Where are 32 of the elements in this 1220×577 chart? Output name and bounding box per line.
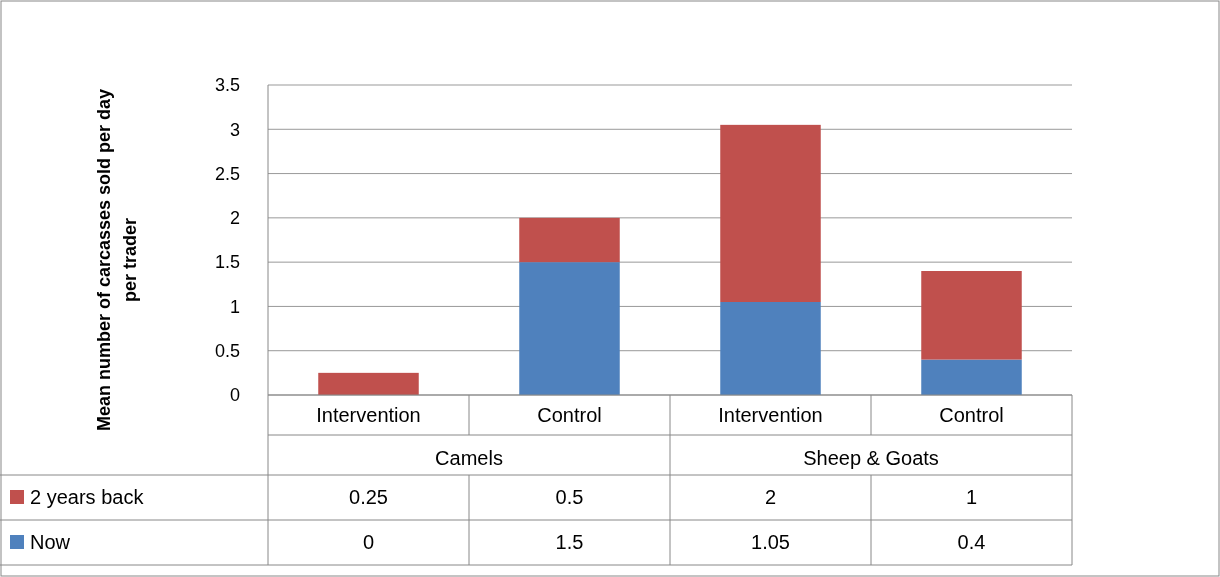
data-label: 0 <box>362 531 375 553</box>
data-label: 2 <box>764 486 777 508</box>
data-label: 1 <box>965 486 978 508</box>
y-tick-label: 1.5 <box>214 252 240 273</box>
data-label: 1.05 <box>751 531 790 553</box>
x-tick-label: Intervention <box>718 404 823 426</box>
legend-label: Now <box>30 531 71 553</box>
bar <box>318 372 419 395</box>
x-tick-label: Control <box>537 404 602 426</box>
y-tick-label: 2 <box>229 208 240 229</box>
y-tick-label: 2.5 <box>214 163 240 184</box>
bar <box>720 302 821 395</box>
data-label: 0.25 <box>349 486 388 508</box>
y-axis-title: Mean number of carcasses sold per day per trader <box>94 88 140 432</box>
x-tick-label: Intervention <box>316 404 421 426</box>
bar <box>720 124 821 302</box>
y-tick-label: 1 <box>229 296 240 317</box>
text: Camels <box>435 447 503 469</box>
data-label: 1.5 <box>555 531 584 553</box>
bar <box>921 359 1022 395</box>
y-tick-label: 3.5 <box>214 75 240 96</box>
x-tick-label: Control <box>939 404 1004 426</box>
bar <box>519 262 620 395</box>
bar <box>519 217 620 263</box>
text: Sheep & Goats <box>803 447 939 469</box>
y-tick-label: 0 <box>229 385 240 406</box>
data-label: 0.5 <box>555 486 584 508</box>
data-label: 0.4 <box>957 531 986 553</box>
y-tick-label: 0.5 <box>214 341 240 362</box>
legend-label: 2 years back <box>30 486 145 508</box>
bar <box>921 271 1022 360</box>
y-tick-label: 3 <box>229 119 240 140</box>
